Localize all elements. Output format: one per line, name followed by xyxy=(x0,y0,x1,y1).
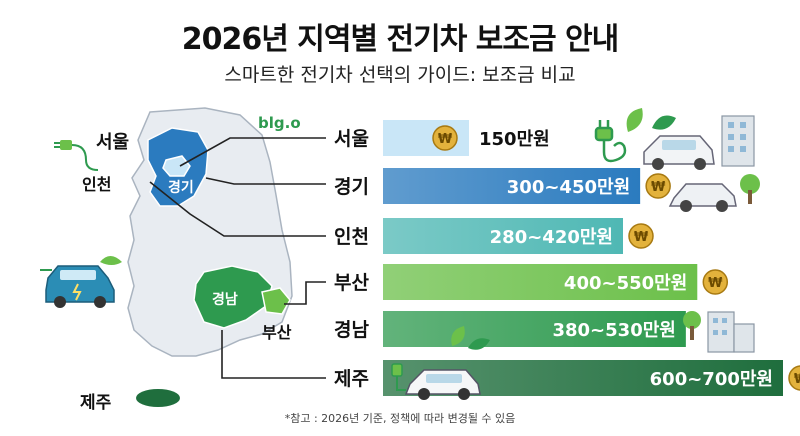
svg-text:₩: ₩ xyxy=(651,180,666,195)
coin-icon-seoul: ₩ xyxy=(432,125,458,151)
building-icon xyxy=(721,115,755,167)
map-label-jeju: 제주 xyxy=(80,393,112,413)
map-label-gyeonggi: 경기 xyxy=(168,179,194,196)
category-label-incheon: 인천 xyxy=(334,226,369,248)
map-seoul xyxy=(162,155,191,177)
category-label-seoul: 서울 xyxy=(334,128,369,150)
map-connectors xyxy=(149,137,326,379)
connector-gyeonggi xyxy=(205,177,326,185)
connector-incheon xyxy=(149,181,326,237)
svg-text:₩: ₩ xyxy=(794,372,800,387)
category-label-jeju: 제주 xyxy=(334,368,369,390)
plug-icon xyxy=(54,140,99,171)
connector-seoul xyxy=(179,137,326,167)
svg-text:₩: ₩ xyxy=(708,276,723,291)
map-jeju xyxy=(136,389,180,407)
value-label-busan: 400~550만원 xyxy=(564,273,687,294)
tree-icon-2 xyxy=(683,311,701,340)
page-title: 2026년 지역별 전기차 보조금 안내 xyxy=(181,22,619,57)
plug-icon-2 xyxy=(391,363,406,391)
coin-icon-gyeonggi: ₩ xyxy=(645,173,671,199)
footnote: *참고 : 2026년 기준, 정책에 따라 변경될 수 있음 xyxy=(284,412,516,425)
logo: blg.o xyxy=(258,114,301,132)
coin-icon-incheon: ₩ xyxy=(628,223,654,249)
svg-text:₩: ₩ xyxy=(438,132,453,147)
car-icon-2 xyxy=(668,183,737,212)
map-busan xyxy=(261,287,291,315)
bar-gyeonggi xyxy=(383,168,641,204)
value-label-incheon: 280~420만원 xyxy=(490,227,613,248)
bar-incheon xyxy=(383,218,623,254)
leaf-icon-2 xyxy=(451,326,490,350)
category-label-gyeongnam: 경남 xyxy=(334,319,369,341)
category-label-gyeonggi: 경기 xyxy=(334,176,369,198)
connector-busan xyxy=(284,281,326,305)
value-label-seoul: 150만원 xyxy=(479,129,550,150)
coin-icon-busan: ₩ xyxy=(702,269,729,295)
map-label-busan: 부산 xyxy=(262,323,292,342)
coin-icon-jeju: ₩ xyxy=(788,365,800,391)
white-car-icon xyxy=(404,369,481,400)
category-label-busan: 부산 xyxy=(334,272,369,294)
building-icon-2 xyxy=(707,311,755,353)
value-label-gyeongnam: 380~530만원 xyxy=(552,320,675,341)
bar-gyeongnam xyxy=(383,311,686,347)
leaf-icon xyxy=(626,108,676,132)
bar-busan xyxy=(383,264,698,300)
page-subtitle: 스마트한 전기차 선택의 가이드: 보조금 비교 xyxy=(224,64,576,86)
map-label-incheon: 인천 xyxy=(82,175,111,194)
value-label-gyeonggi: 300~450만원 xyxy=(507,177,630,198)
charger-plug-icon xyxy=(594,120,627,163)
connector-jeju xyxy=(221,330,326,379)
charging-car-icon xyxy=(40,256,122,308)
svg-text:₩: ₩ xyxy=(634,230,649,245)
map-label-seoul: 서울 xyxy=(96,132,129,153)
map-label-group: 서울 인천 경기 경남 부산 제주 xyxy=(80,132,292,413)
map-gyeongnam xyxy=(193,265,273,329)
subsidy-chart: 서울 150만원 ₩ 경기 300~450만원 ₩ 인천 280~420만원 ₩ 부산 400~55… xyxy=(334,120,800,396)
korea-map xyxy=(127,107,293,407)
tree-icon xyxy=(740,174,760,204)
map-label-gyeongnam: 경남 xyxy=(212,291,238,308)
car-icon xyxy=(643,135,715,170)
value-label-jeju: 600~700만원 xyxy=(650,369,773,390)
